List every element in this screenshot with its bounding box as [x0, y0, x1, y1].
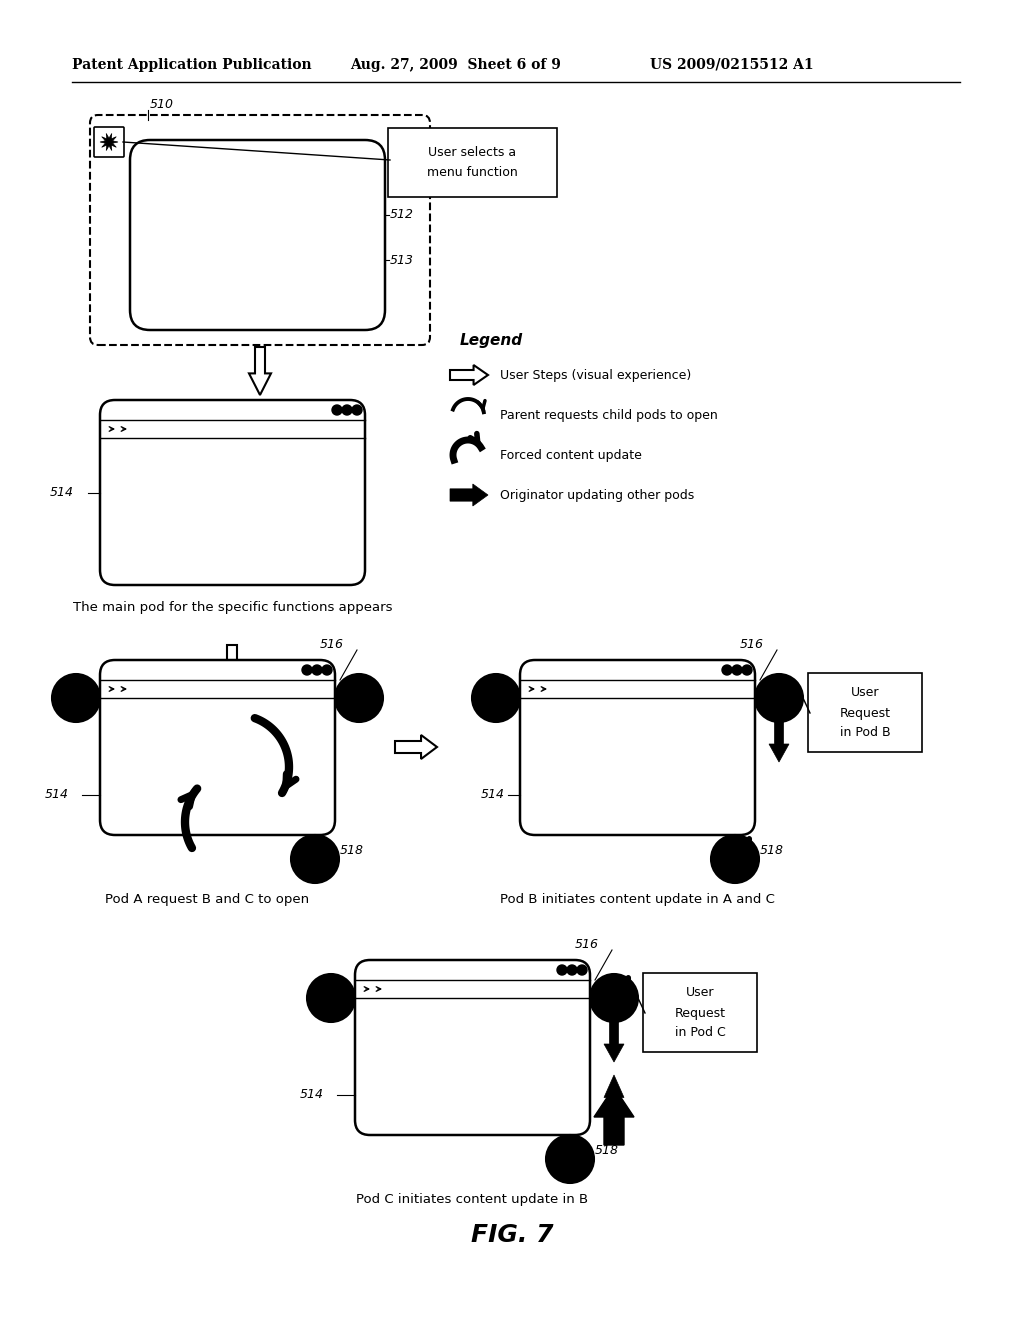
Text: 516: 516 [575, 939, 599, 952]
Circle shape [590, 974, 638, 1022]
Text: US 2009/0215512 A1: US 2009/0215512 A1 [650, 58, 814, 73]
Text: B: B [773, 690, 784, 705]
Circle shape [52, 675, 100, 722]
Polygon shape [249, 347, 271, 395]
Text: 514: 514 [300, 1089, 324, 1101]
Text: Patent Application Publication: Patent Application Publication [72, 58, 311, 73]
Text: Aug. 27, 2009  Sheet 6 of 9: Aug. 27, 2009 Sheet 6 of 9 [350, 58, 561, 73]
FancyBboxPatch shape [355, 960, 590, 1135]
Polygon shape [221, 645, 243, 693]
Text: C: C [729, 851, 740, 866]
Text: 514: 514 [50, 486, 74, 499]
Text: A: A [326, 990, 337, 1006]
FancyBboxPatch shape [94, 127, 124, 157]
Circle shape [307, 974, 355, 1022]
Circle shape [312, 665, 322, 675]
Polygon shape [768, 688, 790, 709]
Polygon shape [769, 722, 790, 762]
Polygon shape [100, 133, 118, 150]
Circle shape [742, 665, 752, 675]
FancyBboxPatch shape [388, 128, 557, 197]
Text: Forced content update: Forced content update [500, 449, 642, 462]
Text: User: User [686, 986, 715, 999]
Text: menu function: menu function [427, 165, 518, 178]
Circle shape [322, 665, 332, 675]
Text: Legend: Legend [460, 333, 523, 347]
Circle shape [472, 675, 520, 722]
Circle shape [755, 675, 803, 722]
Circle shape [291, 836, 339, 883]
Text: B: B [608, 990, 620, 1006]
Text: C: C [564, 1151, 575, 1167]
Circle shape [557, 965, 567, 975]
Circle shape [567, 965, 577, 975]
Text: C: C [309, 851, 321, 866]
Text: 518: 518 [595, 1143, 618, 1156]
Text: in Pod B: in Pod B [840, 726, 890, 739]
Text: 514: 514 [45, 788, 69, 801]
Polygon shape [395, 735, 437, 759]
FancyBboxPatch shape [100, 400, 365, 585]
Polygon shape [450, 484, 488, 506]
FancyBboxPatch shape [520, 660, 755, 836]
Text: 518: 518 [760, 843, 784, 857]
Text: FIG. 7: FIG. 7 [471, 1224, 553, 1247]
Text: B: B [353, 690, 365, 705]
Text: A: A [70, 690, 82, 705]
Text: Request: Request [675, 1006, 725, 1019]
Circle shape [332, 405, 342, 414]
Polygon shape [604, 1022, 624, 1063]
FancyBboxPatch shape [100, 660, 335, 836]
Text: 516: 516 [319, 639, 344, 652]
Text: in Pod C: in Pod C [675, 1027, 725, 1040]
Circle shape [335, 675, 383, 722]
Circle shape [342, 405, 352, 414]
Text: Originator updating other pods: Originator updating other pods [500, 488, 694, 502]
Text: Parent requests child pods to open: Parent requests child pods to open [500, 408, 718, 421]
Text: 514: 514 [481, 788, 505, 801]
Text: Pod B initiates content update in A and C: Pod B initiates content update in A and … [500, 894, 774, 907]
Polygon shape [594, 1086, 634, 1144]
Circle shape [732, 665, 742, 675]
Text: Pod C initiates content update in B: Pod C initiates content update in B [356, 1193, 588, 1206]
Text: 513: 513 [390, 253, 414, 267]
Text: 518: 518 [340, 843, 364, 857]
Text: User Steps (visual experience): User Steps (visual experience) [500, 368, 691, 381]
Text: The main pod for the specific functions appears: The main pod for the specific functions … [73, 601, 392, 614]
FancyBboxPatch shape [130, 140, 385, 330]
Circle shape [352, 405, 362, 414]
Text: 510: 510 [150, 99, 174, 111]
Text: 512: 512 [390, 209, 414, 222]
Text: User selects a: User selects a [428, 145, 516, 158]
Polygon shape [604, 1074, 624, 1125]
Text: Pod A request B and C to open: Pod A request B and C to open [104, 894, 309, 907]
Circle shape [546, 1135, 594, 1183]
FancyBboxPatch shape [643, 973, 757, 1052]
Text: User: User [851, 686, 880, 700]
Circle shape [722, 665, 732, 675]
Text: Request: Request [840, 706, 891, 719]
Text: A: A [490, 690, 502, 705]
Circle shape [577, 965, 587, 975]
Text: 516: 516 [740, 639, 764, 652]
Polygon shape [450, 366, 488, 385]
Polygon shape [559, 1148, 581, 1170]
Circle shape [302, 665, 312, 675]
Circle shape [711, 836, 759, 883]
FancyBboxPatch shape [808, 673, 922, 752]
